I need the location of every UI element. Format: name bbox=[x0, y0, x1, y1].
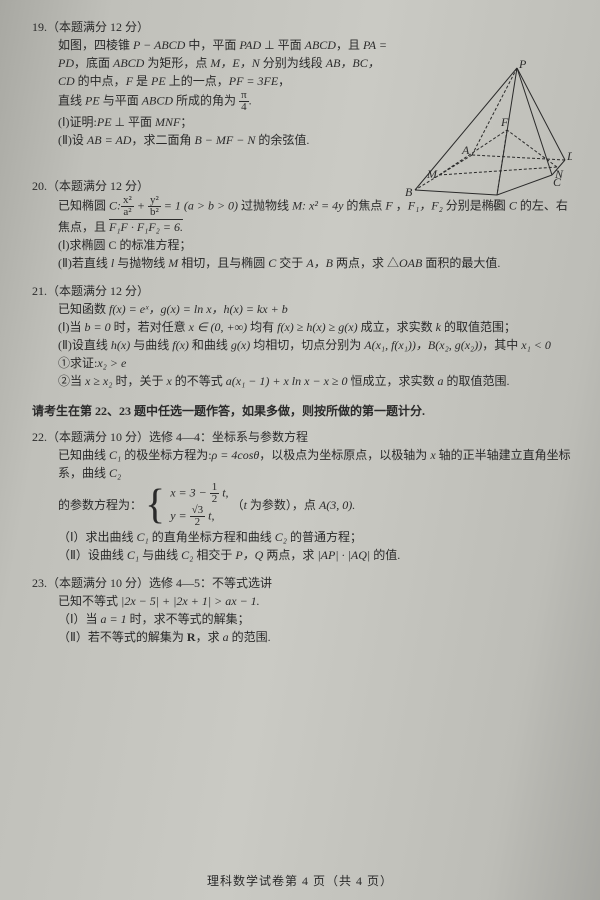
q21-sub2: ②当 x ≥ x₂ 时，关于 x 的不等式 a(x₁ − 1) + x ln x… bbox=[32, 372, 572, 390]
q19-head: 19.（本题满分 12 分） bbox=[32, 18, 572, 36]
svg-text:M: M bbox=[426, 167, 438, 181]
q22-head: 22.（本题满分 10 分）选修 4—4：坐标系与参数方程 bbox=[32, 428, 572, 446]
q21-part2: (Ⅱ)设直线 h(x) 与曲线 f(x) 和曲线 g(x) 均相切，切点分别为 … bbox=[32, 336, 572, 354]
page-footer: 理科数学试卷第 4 页（共 4 页） bbox=[0, 872, 600, 890]
choice-instruction: 请考生在第 22、23 题中任选一题作答，如果多做，则按所做的第一题计分. bbox=[32, 402, 572, 420]
q23-part1: （Ⅰ）当 a = 1 时，求不等式的解集； bbox=[32, 610, 572, 628]
q22-param: 的参数方程为： { x = 3 − 12 t, y = √32 t, （t 为参… bbox=[32, 482, 572, 528]
question-21: 21.（本题满分 12 分） 已知函数 f(x) = eˣ，g(x) = ln … bbox=[32, 282, 572, 390]
q23-line1: 已知不等式 |2x − 5| + |2x + 1| > ax − 1. bbox=[32, 592, 572, 610]
svg-text:B: B bbox=[405, 185, 413, 199]
svg-text:P: P bbox=[518, 60, 527, 71]
q22-line1: 已知曲线 C₁ 的极坐标方程为:ρ = 4cosθ，以极点为坐标原点，以极轴为 … bbox=[32, 446, 572, 482]
q23-head: 23.（本题满分 10 分）选修 4—5：不等式选讲 bbox=[32, 574, 572, 592]
question-23: 23.（本题满分 10 分）选修 4—5：不等式选讲 已知不等式 |2x − 5… bbox=[32, 574, 572, 646]
svg-text:N: N bbox=[554, 167, 564, 181]
svg-text:E: E bbox=[492, 196, 501, 210]
q20-part2: (Ⅱ)若直线 l 与抛物线 M 相切，且与椭圆 C 交于 A，B 两点，求 △O… bbox=[32, 254, 572, 272]
question-22: 22.（本题满分 10 分）选修 4—4：坐标系与参数方程 已知曲线 C₁ 的极… bbox=[32, 428, 572, 564]
brace-icon: { bbox=[145, 484, 165, 526]
q21-part1: (Ⅰ)当 b = 0 时，若对任意 x ∈ (0, +∞) 均有 f(x) ≥ … bbox=[32, 318, 572, 336]
q22-part1: （Ⅰ）求出曲线 C₁ 的直角坐标方程和曲线 C₂ 的普通方程； bbox=[32, 528, 572, 546]
pyramid-svg: P A B C D E F M N bbox=[397, 60, 572, 210]
pyramid-figure: P A B C D E F M N bbox=[397, 60, 572, 210]
svg-text:A: A bbox=[461, 143, 470, 157]
svg-text:F: F bbox=[500, 115, 509, 129]
q23-part2: （Ⅱ）若不等式的解集为 R，求 a 的范围. bbox=[32, 628, 572, 646]
q22-part2: （Ⅱ）设曲线 C₁ 与曲线 C₂ 相交于 P，Q 两点，求 |AP| · |AQ… bbox=[32, 546, 572, 564]
q20-part1: (Ⅰ)求椭圆 C 的标准方程； bbox=[32, 236, 572, 254]
svg-text:D: D bbox=[566, 149, 572, 163]
q21-line1: 已知函数 f(x) = eˣ，g(x) = ln x，h(x) = kx + b bbox=[32, 300, 572, 318]
q21-head: 21.（本题满分 12 分） bbox=[32, 282, 572, 300]
q21-sub1: ①求证:x₂ > e bbox=[32, 354, 572, 372]
